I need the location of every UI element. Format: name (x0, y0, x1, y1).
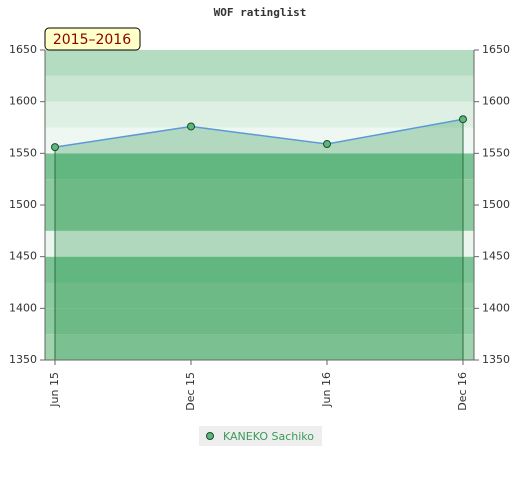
annotation: 2015–2016 (53, 32, 131, 48)
y2-tick-label: 1350 (482, 353, 510, 366)
band (45, 205, 474, 231)
point (323, 140, 331, 149)
point (187, 122, 195, 131)
band (45, 334, 474, 360)
x-tick-label: Jun 16 (320, 372, 333, 408)
band (45, 256, 474, 283)
y2-tick-label: 1650 (482, 43, 510, 56)
y-tick-label: 1600 (9, 95, 37, 108)
point (459, 115, 467, 124)
x-tick-label: Jun 15 (48, 372, 61, 408)
band (45, 101, 474, 128)
y-tick-label: 1550 (9, 146, 37, 159)
band (45, 282, 474, 309)
legend: KANEKO Sachiko (206, 430, 314, 443)
band (45, 179, 474, 205)
point (51, 143, 59, 152)
annotation-box (44, 27, 141, 51)
band (45, 230, 474, 257)
y-tick-label: 1350 (9, 353, 37, 366)
y2-tick-label: 1450 (482, 250, 510, 263)
y-tick-label: 1450 (9, 250, 37, 263)
band (45, 50, 474, 76)
x-tick-label: Dec 15 (184, 372, 197, 411)
area (55, 119, 463, 360)
y2-tick-label: 1550 (482, 146, 510, 159)
legend-marker (206, 432, 214, 440)
y-tick-label: 1500 (9, 198, 37, 211)
legend-box (199, 426, 322, 446)
y2-tick-label: 1400 (482, 301, 510, 314)
y-tick-label: 1400 (9, 301, 37, 314)
x-tick-label: Dec 16 (456, 372, 469, 411)
chart-title: WOF ratinglist (214, 6, 307, 19)
y2-tick-label: 1500 (482, 198, 510, 211)
y2-tick-label: 1600 (482, 95, 510, 108)
band (45, 75, 474, 102)
plot (51, 115, 467, 360)
band (45, 308, 474, 335)
band (45, 153, 474, 180)
series-line (54, 118, 464, 148)
band (45, 127, 474, 154)
background-bands (45, 50, 474, 360)
legend-label: KANEKO Sachiko (223, 430, 314, 443)
y-tick-label: 1650 (9, 43, 37, 56)
